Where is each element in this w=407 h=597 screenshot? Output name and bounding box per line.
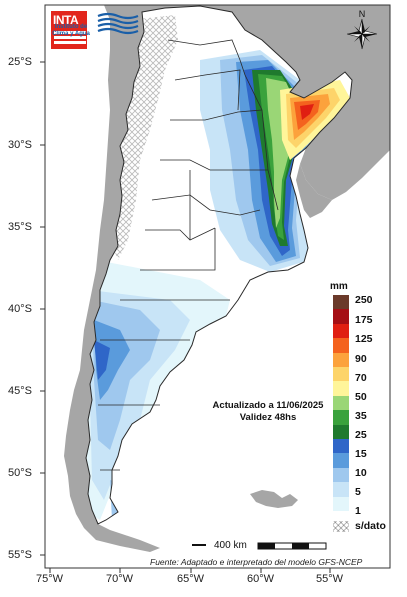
province-borders: [98, 39, 279, 471]
legend-swatch: [333, 367, 349, 382]
legend-swatch-nodata: [333, 521, 349, 532]
legend-title: mm: [330, 281, 348, 292]
legend-label: 35: [355, 410, 367, 422]
legend-label: 10: [355, 467, 367, 479]
lat-label-55: 55°S: [8, 549, 32, 561]
lon-label-65: 65°W: [177, 573, 205, 585]
legend-swatch: [333, 482, 349, 497]
lon-label-75: 75°W: [36, 573, 64, 585]
legend-swatch: [333, 352, 349, 367]
uruguay-land: [296, 164, 332, 218]
logos: INTA: [50, 10, 145, 52]
institute-waves-icon: [97, 12, 139, 35]
legend-label: 90: [355, 353, 367, 365]
inta-stripes-icon: [54, 31, 86, 44]
legend-label: 175: [355, 314, 373, 326]
legend-swatch: [333, 496, 349, 511]
legend-label: 50: [355, 391, 367, 403]
legend-swatch: [333, 467, 349, 483]
lat-label-40: 40°S: [8, 303, 32, 315]
legend-label: 125: [355, 333, 373, 345]
legend-label: s/dato: [355, 520, 386, 532]
legend-label: 5: [355, 486, 361, 498]
legend-swatch: [333, 453, 349, 468]
institute-name: Instituto de Clima y Agua: [44, 24, 98, 38]
map-frame: [44, 4, 391, 569]
legend-swatch: [333, 309, 349, 324]
legend-swatch: [333, 295, 349, 310]
inta-logo: INTA: [50, 10, 88, 50]
lat-label-50: 50°S: [8, 467, 32, 479]
axis-ticks: [40, 61, 331, 573]
institute-line1: Instituto de: [54, 24, 88, 30]
update-info: Actualizado a 11/06/2025 Validez 48hs: [203, 400, 333, 424]
lat-label-30: 30°S: [8, 139, 32, 151]
update-date: Actualizado a 11/06/2025: [212, 400, 324, 411]
lon-label-60: 60°W: [247, 573, 275, 585]
scale-bar: [192, 542, 327, 550]
legend-label: 70: [355, 372, 367, 384]
institute-line2: Clima y Agua: [52, 31, 90, 37]
bolivia-brazil-land: [142, 5, 390, 200]
legend-swatch: [333, 410, 349, 425]
legend-swatch: [333, 395, 349, 411]
lon-label-70: 70°W: [106, 573, 134, 585]
lat-label-25: 25°S: [8, 56, 32, 68]
inta-logo-text: INTA: [53, 13, 79, 27]
legend-label: 25: [355, 429, 367, 441]
compass-north-label: N: [359, 9, 366, 19]
legend-swatch: [333, 424, 349, 439]
validity: Validez 48hs: [239, 412, 297, 423]
legend-swatch: [333, 323, 349, 339]
legend-label: 250: [355, 294, 373, 306]
legend-label: 15: [355, 448, 367, 460]
compass-rose-icon: N: [346, 9, 378, 50]
lon-label-55: 55°W: [316, 573, 344, 585]
legend-swatch: [333, 338, 349, 353]
legend-swatch: [333, 381, 349, 396]
source-note: Fuente: Adaptado e interpretado del mode…: [150, 557, 363, 567]
falkland-islands: [250, 490, 298, 508]
lat-label-45: 45°S: [8, 385, 32, 397]
scale-label: 400 km: [214, 540, 247, 551]
lat-label-35: 35°S: [8, 221, 32, 233]
legend-label: 1: [355, 505, 361, 517]
legend-swatch: [333, 439, 349, 454]
